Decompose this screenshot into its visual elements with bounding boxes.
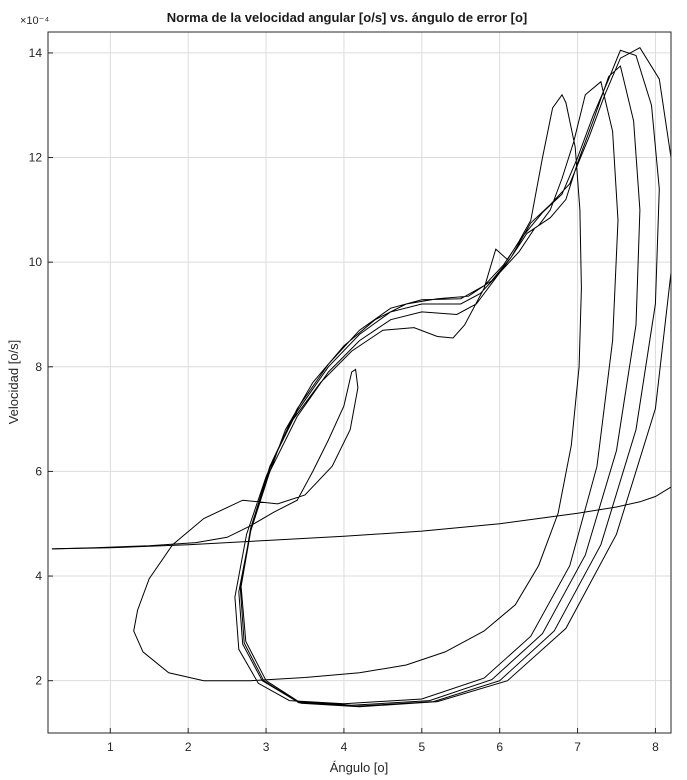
x-tick-label-8: 8 [652, 740, 659, 754]
y-tick-label-14: 14 [29, 46, 43, 60]
axes-box [47, 31, 672, 734]
curve-layer [51, 47, 672, 708]
x-tick-label-1: 1 [107, 740, 114, 754]
x-tick-label-7: 7 [574, 740, 581, 754]
y-tick-label-6: 6 [35, 464, 42, 478]
y-tick-label-12: 12 [29, 151, 43, 165]
y-tick-label-4: 4 [35, 569, 42, 583]
y-exponent-label: ×10⁻⁴ [20, 15, 49, 27]
x-tick-label-4: 4 [341, 740, 348, 754]
x-tick-label-3: 3 [263, 740, 270, 754]
grid-layer [48, 32, 671, 733]
chart-title: Norma de la velocidad angular [o/s] vs. … [167, 10, 527, 25]
x-tick-label-2: 2 [185, 740, 192, 754]
series-curve-2 [51, 47, 672, 708]
y-tick-label-2: 2 [35, 674, 42, 688]
y-ticks-layer: 2 4 6 8 10 12 14 [29, 46, 53, 688]
y-tick-label-10: 10 [29, 255, 43, 269]
x-axis-label: Ángulo [o] [330, 760, 389, 775]
x-ticks-layer: 1 2 3 4 5 6 7 8 [107, 728, 659, 754]
y-axis-label: Velocidad [o/s] [6, 340, 21, 425]
series-curve-1 [51, 486, 672, 550]
x-tick-label-5: 5 [418, 740, 425, 754]
y-tick-label-8: 8 [35, 360, 42, 374]
x-tick-label-6: 6 [496, 740, 503, 754]
